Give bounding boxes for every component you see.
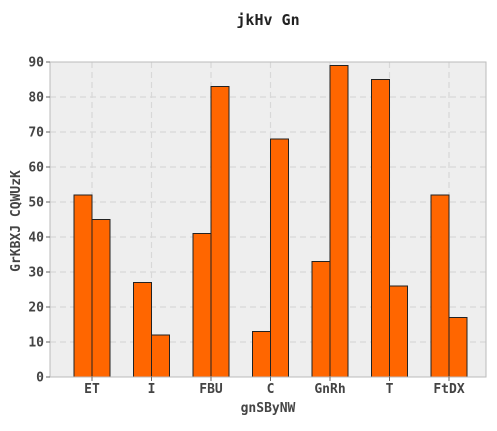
y-tick-label: 30 xyxy=(28,266,44,281)
y-axis-label: GrKBXJ CQWUzK xyxy=(9,170,24,272)
y-tick-label: 70 xyxy=(28,126,44,141)
bar-c-series-1 xyxy=(252,331,271,378)
bar-gnrh-series-2 xyxy=(329,65,349,378)
y-tick-label: 80 xyxy=(28,91,44,106)
y-tick-label: 20 xyxy=(28,301,44,316)
y-tick-label: 40 xyxy=(28,231,44,246)
bar-gnrh-series-1 xyxy=(311,261,331,378)
x-tick-label: FBU xyxy=(199,382,223,397)
bar-fbu-series-2 xyxy=(210,86,230,378)
y-tick-label: 60 xyxy=(28,161,44,176)
bar-ftdx-series-1 xyxy=(430,194,450,378)
x-axis-label: gnSByNW xyxy=(241,401,296,416)
bar-c-series-2 xyxy=(270,138,289,378)
plot-area xyxy=(50,62,486,377)
y-tick-label: 50 xyxy=(28,196,44,211)
bar-fbu-series-1 xyxy=(192,233,212,378)
bar-i-series-2 xyxy=(151,334,170,378)
bar-et-series-2 xyxy=(91,219,111,378)
bar-et-series-1 xyxy=(73,194,93,378)
chart-title: jkHv Gn xyxy=(236,11,299,29)
x-axis-ticks: ET I FBU C GnRh T FtDX xyxy=(84,377,465,397)
x-tick-label: I xyxy=(148,382,156,397)
bars xyxy=(73,65,468,378)
bar-t-series-2 xyxy=(389,285,408,378)
x-tick-label: C xyxy=(267,382,275,397)
bar-i-series-1 xyxy=(133,282,152,378)
y-tick-label: 0 xyxy=(36,371,44,386)
plot-frame xyxy=(49,61,487,378)
bar-t-series-1 xyxy=(371,79,390,378)
x-tick-label: T xyxy=(386,382,394,397)
x-tick-label: ET xyxy=(84,382,100,397)
y-tick-label: 90 xyxy=(28,56,44,71)
y-tick-label: 10 xyxy=(28,336,44,351)
x-tick-label: FtDX xyxy=(433,382,464,397)
bar-ftdx-series-2 xyxy=(448,317,468,378)
x-tick-label: GnRh xyxy=(314,382,345,397)
y-axis-ticks: 0 10 20 30 40 50 60 70 80 90 xyxy=(28,56,50,386)
